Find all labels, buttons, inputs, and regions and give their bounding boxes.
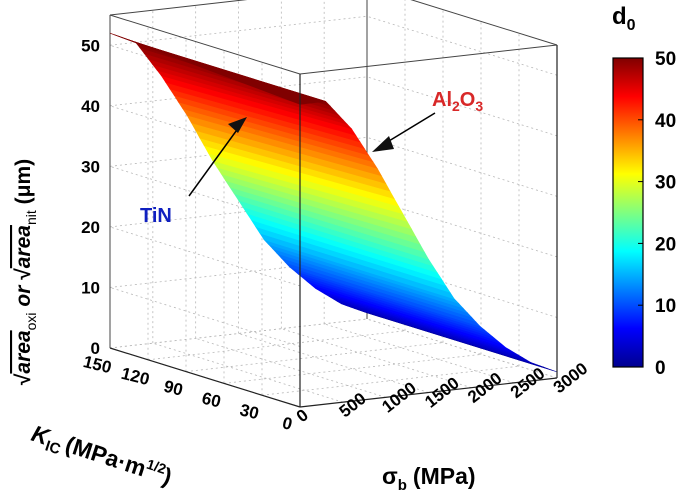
- y-tick-label: 0: [280, 413, 294, 434]
- al2o3-label-main: Al: [432, 89, 452, 111]
- x-tick-label: 1500: [421, 373, 463, 411]
- al2o3-arrow-head: [372, 136, 394, 152]
- y-axis-label: KIC(MPa·m1/2): [27, 419, 175, 494]
- grid-line-floor-y: [147, 330, 406, 361]
- grid-line-floor-y: [261, 365, 520, 396]
- grid-line-left-z: [109, 287, 301, 347]
- z-label-sub-oxi: oxi: [23, 312, 39, 330]
- annotation-al2o3: Al2O3: [372, 89, 483, 152]
- box-edge-front: [299, 377, 558, 408]
- y-label-sup: 1/2: [145, 456, 169, 477]
- grid-line-floor-x: [281, 328, 472, 389]
- x-tick-label: 1000: [378, 378, 420, 416]
- colorbar-tick-label: 40: [655, 111, 676, 132]
- grid-line-left-z: [109, 226, 301, 287]
- grid-line-floor-y: [185, 342, 444, 372]
- x-label-sub: b: [398, 477, 407, 494]
- axis-box-front-edges: [109, 45, 558, 408]
- grid-line-left-z: [109, 44, 301, 105]
- colorbar-tick-label: 10: [655, 296, 676, 317]
- z-axis-label: √areaoxi or √areanit (μm): [12, 159, 39, 385]
- z-label-root2: √: [12, 268, 35, 280]
- box-edge-back: [109, 14, 301, 75]
- colorbar-tick-label: 50: [655, 49, 676, 70]
- x-tick-label: 2500: [507, 364, 549, 402]
- grid-line-floor-y: [223, 354, 482, 384]
- colorbar-gradient: [612, 57, 644, 368]
- y-label-sub: IC: [43, 438, 63, 459]
- grid-line-back-z: [109, 15, 368, 46]
- x-tick-label: 3000: [550, 359, 592, 397]
- grid-line-floor-x: [195, 337, 386, 398]
- colorbar-title-sub: 0: [627, 17, 636, 34]
- x-tick-label: 500: [336, 389, 370, 421]
- y-tick-label: 150: [81, 352, 113, 377]
- box-edge-back: [410, 0, 558, 46]
- z-label-area1: area: [12, 330, 35, 374]
- tin-label: TiN: [140, 205, 172, 227]
- al2o3-arrow-line: [383, 112, 436, 145]
- grid-line-floor-x: [238, 333, 429, 393]
- tin-arrow-line: [188, 126, 240, 197]
- grid-line-back-z: [109, 76, 368, 107]
- grid-line-side-z: [366, 76, 558, 137]
- y-tick-label: 60: [200, 389, 223, 412]
- y-tick-label: 90: [162, 377, 185, 400]
- box-edge-front: [109, 347, 301, 408]
- colorbar-title-main: d: [612, 3, 627, 30]
- y-label-unit-pre: (MPa·m: [62, 431, 149, 481]
- z-tick-label: 10: [81, 278, 100, 297]
- colorbar-tick-label: 30: [655, 173, 676, 194]
- z-tick-label: 40: [81, 97, 100, 116]
- x-tick-label: 0: [293, 405, 312, 426]
- box-edge-back: [109, 0, 248, 16]
- al2o3-label: Al2O3: [432, 89, 483, 114]
- tin-arrow-head: [228, 117, 247, 133]
- grid-line-floor-x: [324, 323, 515, 384]
- z-label-or: or: [12, 280, 35, 313]
- grid-line-floor-x: [366, 318, 558, 379]
- grid-line-left-z: [109, 105, 301, 166]
- grid-line-left-z: [109, 165, 301, 226]
- grid-line-side-z: [366, 15, 558, 76]
- y-tick-label: 30: [238, 400, 261, 423]
- grid-line-floor-y: [109, 318, 368, 349]
- annotation-tin: TiN: [140, 117, 247, 227]
- x-tick-label: 2000: [464, 369, 506, 407]
- surface: [109, 32, 558, 373]
- colorbar-ticks: 0 10 20 30 40 50: [638, 49, 676, 379]
- x-axis-label: σb (MPa): [382, 463, 476, 494]
- grid-line-floor-x: [152, 342, 343, 403]
- al2o3-label-o: O: [460, 89, 476, 111]
- z-tick-label: 50: [81, 36, 100, 55]
- colorbar-title: d0: [612, 3, 636, 34]
- svg-text:KIC(MPa·m1/2): KIC(MPa·m1/2): [27, 419, 175, 494]
- z-label-unit: (μm): [12, 159, 35, 210]
- z-tick-label: 30: [81, 157, 100, 176]
- z-tick-label: 20: [81, 218, 100, 237]
- surface-strip: [109, 32, 305, 105]
- x-label-unit: (MPa): [413, 463, 476, 489]
- svg-text:σb(MPa): σb (MPa): [382, 463, 476, 494]
- box-edge-back: [299, 44, 558, 75]
- grid-line-side-z: [366, 136, 558, 197]
- y-tick-label: 120: [119, 364, 151, 389]
- z-tick-label: 0: [91, 339, 100, 358]
- colorbar-tick-label: 0: [655, 358, 666, 379]
- al2o3-label-sub1: 2: [452, 98, 460, 114]
- svg-text:√areaoxi or √areanit (μm): √areaoxi or √areanit (μm): [12, 159, 39, 385]
- al2o3-label-sub2: 3: [475, 98, 483, 114]
- z-axis-ticks: 0 10 20 30 40 50: [81, 36, 100, 358]
- z-label-root1: √: [12, 373, 35, 385]
- colorbar-tick-label: 20: [655, 234, 676, 255]
- x-axis-ticks: 0 500 1000 1500 2000 2500 3000: [293, 359, 592, 426]
- z-label-sub-nit: nit: [23, 210, 39, 225]
- z-label-area2: area: [12, 225, 35, 269]
- x-label-main: σ: [382, 463, 398, 489]
